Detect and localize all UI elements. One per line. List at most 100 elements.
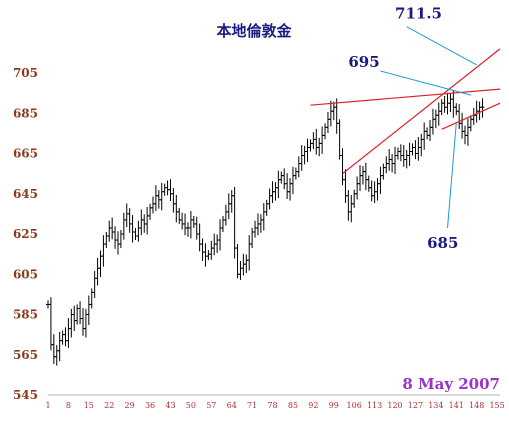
price-bar [238, 260, 243, 280]
y-tick-label: 585 [13, 308, 38, 322]
annotation-pointer [380, 70, 471, 96]
price-bar [395, 147, 400, 160]
price-bar [454, 103, 459, 116]
price-bar [200, 238, 205, 261]
price-bar [110, 217, 115, 240]
price-bar [253, 220, 258, 238]
price-bar [83, 308, 88, 338]
price-bar [148, 203, 153, 220]
price-bar [69, 308, 74, 338]
price-bar [113, 226, 118, 249]
price-bar [185, 222, 190, 237]
price-bar [296, 156, 301, 178]
price-bar [171, 188, 176, 213]
price-bar [325, 112, 330, 133]
price-bar [273, 182, 278, 201]
price-bar [215, 234, 220, 253]
price-bar [191, 215, 196, 228]
price-bar [422, 122, 427, 150]
price-bar [404, 149, 409, 169]
price-bar [104, 231, 109, 249]
price-bar [72, 305, 77, 332]
price-bar [48, 297, 53, 351]
price-bar [80, 308, 85, 336]
price-bar [471, 108, 476, 125]
y-tick-label: 645 [13, 187, 38, 201]
y-tick-label: 605 [13, 267, 38, 281]
price-bar [51, 334, 56, 365]
y-tick-label: 705 [13, 66, 38, 80]
price-bar [101, 235, 106, 267]
price-bar [433, 109, 438, 129]
price-bar [369, 180, 374, 202]
price-bar [416, 136, 421, 161]
price-bar [226, 193, 231, 220]
price-bar [89, 288, 94, 309]
y-tick-label: 685 [13, 106, 38, 120]
price-bar [358, 165, 363, 191]
price-bar [349, 194, 354, 223]
price-bar [360, 165, 365, 185]
annotation-label: 685 [427, 234, 458, 252]
x-tick-label: 64 [227, 401, 237, 410]
x-tick-label: 106 [347, 401, 362, 410]
price-bar [267, 188, 272, 210]
price-bar [250, 227, 255, 249]
price-bar [465, 118, 470, 146]
price-bar [311, 132, 316, 150]
price-bar [317, 137, 322, 157]
price-bar [302, 145, 307, 165]
price-bar [159, 182, 164, 211]
price-bar [247, 235, 252, 271]
x-tick-label: 134 [428, 401, 443, 410]
price-bar [244, 254, 249, 274]
x-tick-label: 15 [84, 401, 94, 410]
price-bar [436, 102, 441, 126]
price-bar [305, 138, 310, 162]
x-tick-labels: 1 8 15 22 29 36 43 50 57 64 71 78 85 92 99 106 113 120 127… [45, 401, 504, 410]
price-bar [401, 145, 406, 167]
price-bar [366, 175, 371, 192]
price-bar [264, 199, 269, 216]
trendline [441, 102, 501, 130]
chart-title: 本地倫敦金 [216, 22, 292, 40]
price-bar [398, 144, 403, 162]
x-tick-label: 1 [45, 401, 50, 410]
price-bar [168, 179, 173, 201]
price-bar [136, 220, 141, 242]
x-tick-label: 57 [206, 401, 216, 410]
price-bar [75, 304, 80, 325]
price-bar [203, 243, 208, 267]
trendline [342, 48, 501, 175]
y-tick-labels: 545 565 585 605 625 645 665 685 705 [13, 66, 38, 402]
price-bar [308, 139, 313, 152]
x-tick-label: 71 [247, 401, 257, 410]
price-bar [355, 176, 360, 200]
price-bar [393, 146, 398, 175]
x-tick-label: 113 [367, 401, 382, 410]
price-bar [183, 213, 188, 236]
price-bar [145, 207, 150, 235]
price-bar [66, 318, 71, 348]
price-bar [378, 166, 383, 195]
x-tick-label: 155 [489, 401, 504, 410]
date-label: 8 May 2007 [402, 375, 500, 393]
price-bar [480, 98, 485, 118]
price-bar [177, 207, 182, 224]
x-tick-label: 43 [165, 401, 175, 410]
price-bar [86, 295, 91, 325]
price-bar [285, 173, 290, 199]
price-bar [460, 112, 465, 139]
price-bar [407, 142, 412, 166]
price-bar [92, 271, 97, 298]
y-tick-label: 565 [13, 348, 38, 362]
price-bar [314, 128, 319, 155]
price-bar [430, 108, 435, 135]
x-tick-label: 148 [469, 401, 484, 410]
price-bar [115, 231, 120, 255]
price-bar [63, 327, 68, 347]
price-bar [188, 211, 193, 239]
trendlines [310, 48, 501, 175]
price-bar [442, 95, 447, 113]
